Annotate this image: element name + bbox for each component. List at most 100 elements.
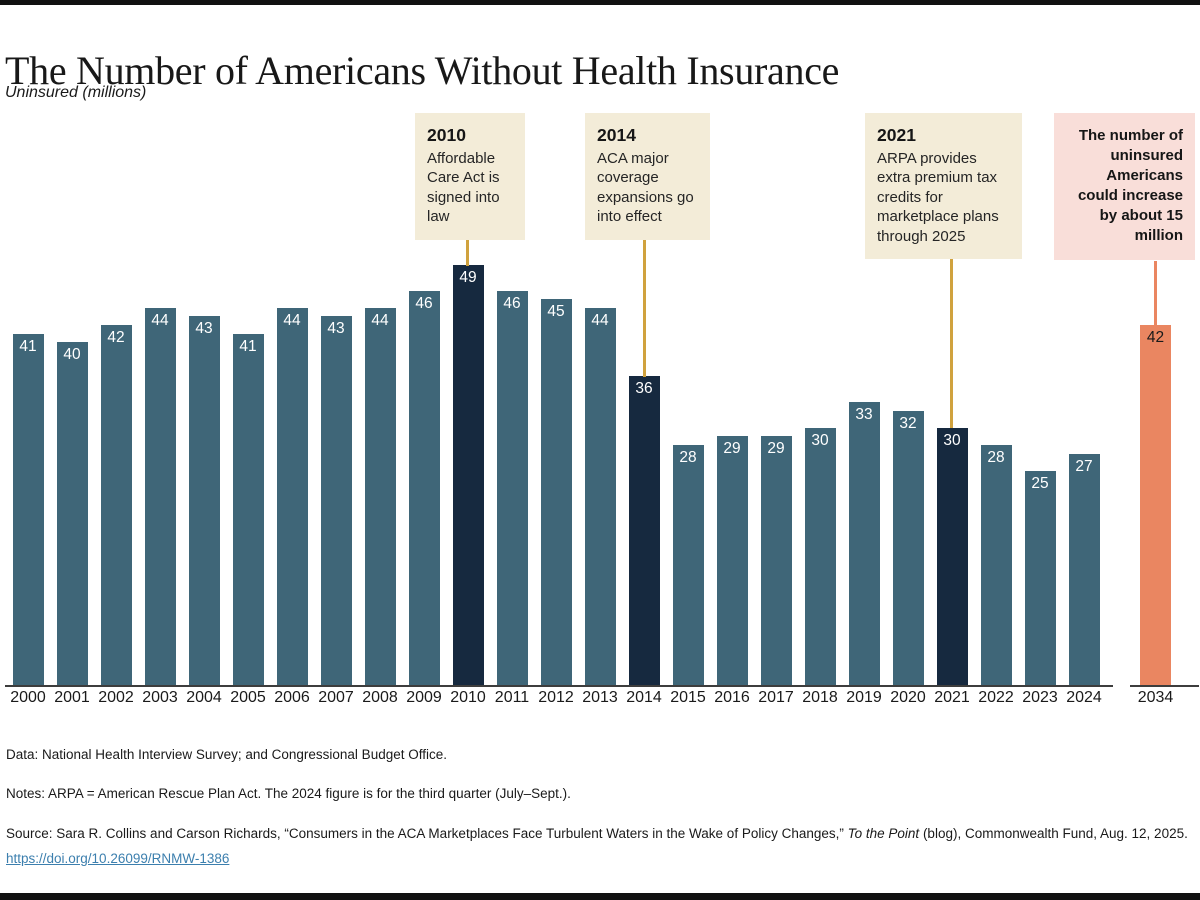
bar-2001: 40 (56, 342, 88, 685)
bar-value-label: 45 (547, 303, 565, 321)
bar-slot-2016: 29 (710, 0, 754, 685)
bar-value-label: 41 (239, 337, 257, 355)
annotation-year: 2010 (427, 125, 466, 145)
bar-slot-2021: 30 (930, 0, 974, 685)
x-axis-label-2000: 2000 (10, 689, 46, 706)
annotation-connector-2014 (643, 240, 646, 377)
bottom-border-rule (0, 893, 1200, 900)
annotation-box-2034-projection: The number of uninsured Americans could … (1054, 113, 1195, 260)
x-axis-label-2016: 2016 (714, 689, 750, 706)
annotation-connector-2034 (1154, 261, 1157, 325)
projection-bar-wrap: 42 (1125, 0, 1186, 685)
bar-2024: 27 (1068, 453, 1100, 685)
bar-2014: 36 (628, 376, 660, 685)
x-axis-label-2020: 2020 (890, 689, 926, 706)
x-axis-label-2008: 2008 (362, 689, 398, 706)
bar-slot-2000: 41 (6, 0, 50, 685)
annotation-connector-2021 (950, 259, 953, 428)
bar-slot-2015: 28 (666, 0, 710, 685)
x-axis-label-2001: 2001 (54, 689, 90, 706)
bar-2007: 43 (320, 316, 352, 685)
bar-2018: 30 (804, 427, 836, 685)
bar-value-label: 44 (151, 311, 169, 329)
x-axis-label-2002: 2002 (98, 689, 134, 706)
bar-slot-2009: 46 (402, 0, 446, 685)
x-axis-label-2009: 2009 (406, 689, 442, 706)
bar-value-label: 42 (107, 329, 125, 346)
bar-value-label: 29 (723, 440, 741, 458)
annotation-year: 2014 (597, 125, 636, 145)
bar-value-label: 27 (1075, 457, 1093, 475)
x-axis-label-2007: 2007 (318, 689, 354, 706)
bar-slot-2014: 36 (622, 0, 666, 685)
bar-2020: 32 (892, 410, 924, 685)
bar-slot-2005: 41 (226, 0, 270, 685)
bar-slot-2004: 43 (182, 0, 226, 685)
x-axis-label-2015: 2015 (670, 689, 706, 706)
source-doi-link[interactable]: https://doi.org/10.26099/RNMW-1386 (6, 850, 230, 866)
bar-slot-2011: 46 (490, 0, 534, 685)
x-axis-label-2014: 2014 (626, 689, 662, 706)
bar-value-label: 42 (1146, 329, 1165, 346)
bar-2005: 41 (232, 333, 264, 685)
annotation-box-2021: 2021 ARPA provides extra premium tax cre… (865, 113, 1022, 259)
bar-value-label: 43 (327, 320, 345, 338)
bar-2019: 33 (848, 402, 880, 685)
bar-slot-2002: 42 (94, 0, 138, 685)
top-border-rule (0, 0, 1200, 5)
bar-2034-projection: 42 (1140, 325, 1171, 685)
bar-value-label: 44 (283, 311, 301, 329)
bar-value-label: 44 (371, 311, 389, 329)
chart-y-axis-unit-label: Uninsured (millions) (5, 84, 147, 101)
bar-2021: 30 (936, 427, 968, 685)
x-axis-line-projection (1130, 685, 1199, 687)
x-axis-line-main (5, 685, 1113, 687)
source-publication-name: To the Point (847, 826, 920, 841)
annotation-text: Affordable Care Act is signed into law (427, 149, 500, 226)
bar-series: 41 40 42 44 43 41 44 43 44 46 49 46 45 44 36 28 29 29 30 33… (6, 0, 1106, 685)
bar-value-label: 25 (1031, 474, 1049, 492)
footer: Data: National Health Interview Survey; … (6, 747, 1192, 872)
x-axis-label-2011: 2011 (494, 689, 530, 706)
bar-value-label: 32 (899, 414, 917, 432)
bar-2011: 46 (496, 290, 528, 685)
x-axis-label-2019: 2019 (846, 689, 882, 706)
bar-2010: 49 (452, 265, 484, 685)
bar-slot-2008: 44 (358, 0, 402, 685)
bar-slot-2024: 27 (1062, 0, 1106, 685)
bar-value-label: 30 (811, 431, 829, 449)
bar-2012: 45 (540, 299, 572, 685)
x-axis-label-2004: 2004 (186, 689, 222, 706)
annotation-box-2014: 2014 ACA major coverage expansions go in… (585, 113, 710, 240)
notes-line: Notes: ARPA = American Rescue Plan Act. … (6, 786, 571, 801)
annotation-year: 2021 (877, 125, 916, 145)
x-axis-label-2010: 2010 (450, 689, 486, 706)
x-axis-label-2023: 2023 (1022, 689, 1058, 706)
x-axis-label-2017: 2017 (758, 689, 794, 706)
bar-value-label: 28 (987, 449, 1005, 466)
bar-2006: 44 (276, 307, 308, 685)
x-axis-labels: 2000 2001 2002 2003 2004 2005 2006 2007 2008 2009… (6, 689, 1106, 707)
bar-2003: 44 (144, 307, 176, 685)
annotation-box-2010: 2010 Affordable Care Act is signed into … (415, 113, 525, 240)
bar-2000: 41 (12, 333, 44, 685)
data-credit-line: Data: National Health Interview Survey; … (6, 747, 447, 762)
bar-2015: 28 (672, 445, 704, 685)
annotation-text: The number of uninsured Americans could … (1077, 127, 1183, 244)
bar-2004: 43 (188, 316, 220, 685)
bar-2008: 44 (364, 307, 396, 685)
bar-slot-2010: 49 (446, 0, 490, 685)
bar-value-label: 30 (943, 431, 961, 449)
x-axis-label-2006: 2006 (274, 689, 310, 706)
bar-slot-2020: 32 (886, 0, 930, 685)
bar-2002: 42 (100, 325, 132, 685)
x-axis-label-2034: 2034 (1137, 689, 1174, 706)
bar-slot-2006: 44 (270, 0, 314, 685)
bar-slot-2019: 33 (842, 0, 886, 685)
x-axis-label-2021: 2021 (934, 689, 970, 706)
bar-slot-2012: 45 (534, 0, 578, 685)
bar-slot-2013: 44 (578, 0, 622, 685)
bar-2013: 44 (584, 307, 616, 685)
x-axis-label-2022: 2022 (978, 689, 1014, 706)
bar-value-label: 33 (855, 406, 873, 424)
